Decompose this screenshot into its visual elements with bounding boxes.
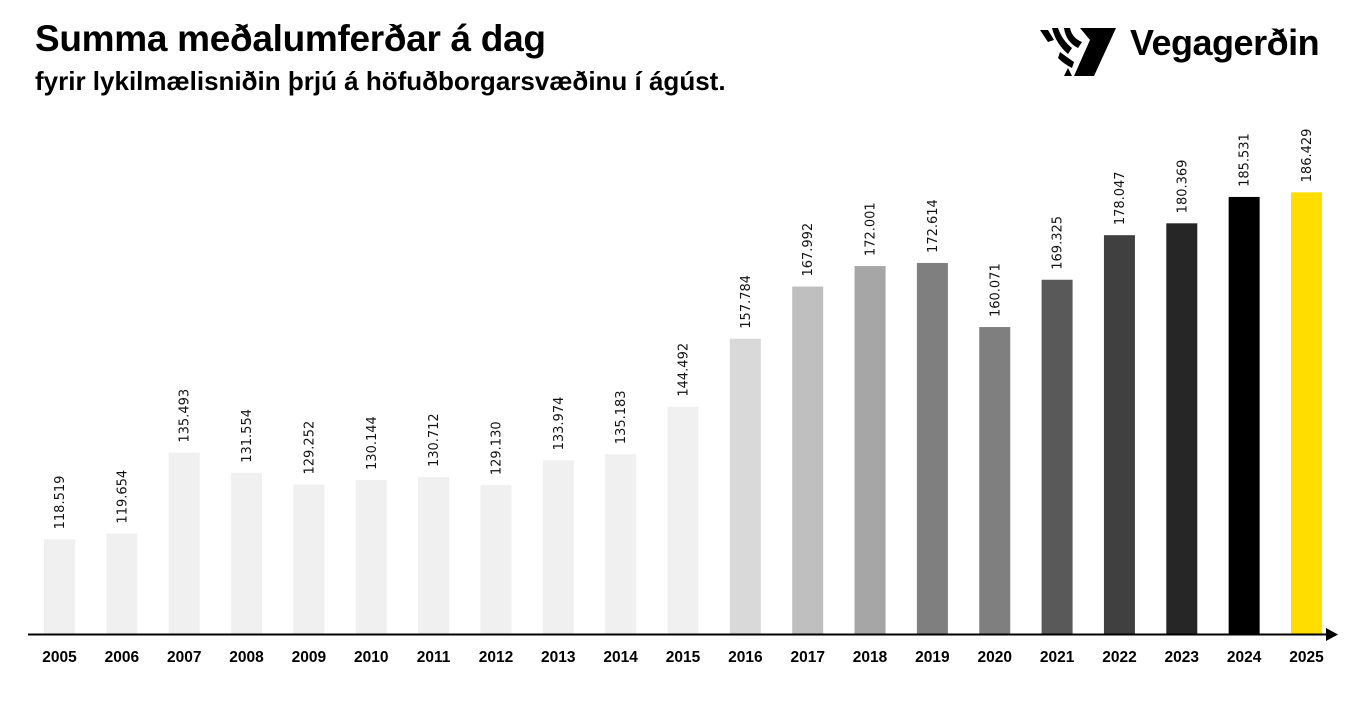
x-axis-arrow-icon: [1326, 628, 1338, 641]
value-label-2005: 118.519: [53, 476, 68, 530]
bar-2009: [293, 484, 325, 634]
x-tick-label-2012: 2012: [479, 649, 513, 666]
bar-2018: [854, 266, 886, 634]
bar-2006: [106, 533, 138, 634]
bar-2014: [605, 454, 637, 634]
vegagerdin-logo: Vegagerðin: [1038, 22, 1338, 78]
bar-2025: [1291, 192, 1322, 634]
bar-2019: [916, 262, 948, 634]
x-tick-label-2024: 2024: [1227, 649, 1262, 666]
bar-2017: [792, 286, 824, 634]
value-label-2011: 130.712: [427, 413, 442, 467]
x-tick-label-2019: 2019: [915, 649, 950, 666]
value-label-2022: 178.047: [1113, 171, 1128, 225]
x-tick-label-2023: 2023: [1165, 649, 1200, 666]
bar-2021: [1041, 279, 1073, 634]
value-label-2014: 135.183: [614, 390, 629, 444]
value-label-2024: 185.531: [1238, 133, 1253, 187]
bar-2022: [1103, 235, 1135, 635]
value-label-2016: 157.784: [739, 275, 754, 329]
value-label-2017: 167.992: [801, 223, 816, 277]
x-tick-label-2013: 2013: [541, 649, 576, 666]
bar-2010: [355, 479, 387, 634]
x-tick-label-2025: 2025: [1289, 649, 1324, 666]
bar-2013: [542, 460, 574, 634]
bar-2007: [168, 452, 200, 634]
x-tick-label-2018: 2018: [853, 649, 888, 666]
x-tick-label-2006: 2006: [105, 649, 140, 666]
value-label-2006: 119.654: [115, 470, 130, 524]
value-label-2013: 133.974: [552, 397, 567, 451]
bar-2011: [418, 477, 450, 634]
bar-2023: [1166, 223, 1198, 635]
value-label-2009: 129.252: [302, 421, 317, 475]
road-stripes-logo-icon: [1040, 28, 1116, 76]
x-tick-label-2010: 2010: [354, 649, 388, 666]
value-label-2020: 160.071: [988, 263, 1003, 317]
bar-2016: [729, 338, 761, 634]
x-tick-label-2022: 2022: [1102, 649, 1136, 666]
bar-2024: [1228, 196, 1260, 634]
x-tick-label-2016: 2016: [728, 649, 763, 666]
x-tick-label-2005: 2005: [42, 649, 77, 666]
x-tick-label-2008: 2008: [229, 649, 264, 666]
x-tick-label-2020: 2020: [978, 649, 1012, 666]
value-label-2023: 180.369: [1175, 160, 1190, 214]
chart-subtitle: fyrir lykilmælisniðin þrjú á höfuðborgar…: [35, 66, 726, 96]
chart-title: Summa meðalumferðar á dag: [35, 18, 546, 59]
bar-2020: [979, 327, 1011, 634]
x-tick-label-2015: 2015: [666, 649, 701, 666]
x-tick-label-2014: 2014: [603, 649, 638, 666]
value-label-2010: 130.144: [365, 416, 380, 470]
bar-2008: [231, 472, 263, 634]
logo-text: Vegagerðin: [1130, 22, 1320, 63]
x-tick-label-2021: 2021: [1040, 649, 1075, 666]
value-label-2021: 169.325: [1051, 216, 1066, 270]
x-tick-label-2009: 2009: [292, 649, 327, 666]
value-label-2012: 129.130: [489, 421, 504, 475]
value-label-2019: 172.614: [926, 199, 941, 253]
value-label-2007: 135.493: [178, 389, 193, 443]
value-label-2015: 144.492: [677, 343, 692, 397]
x-tick-label-2011: 2011: [417, 649, 451, 666]
x-tick-label-2017: 2017: [790, 649, 824, 666]
bar-2012: [480, 485, 512, 634]
value-label-2008: 131.554: [240, 409, 255, 463]
bar-2005: [44, 539, 75, 634]
x-tick-label-2007: 2007: [167, 649, 201, 666]
value-label-2025: 186.429: [1300, 129, 1315, 183]
value-label-2018: 172.001: [864, 202, 879, 256]
bar-2015: [667, 406, 699, 634]
